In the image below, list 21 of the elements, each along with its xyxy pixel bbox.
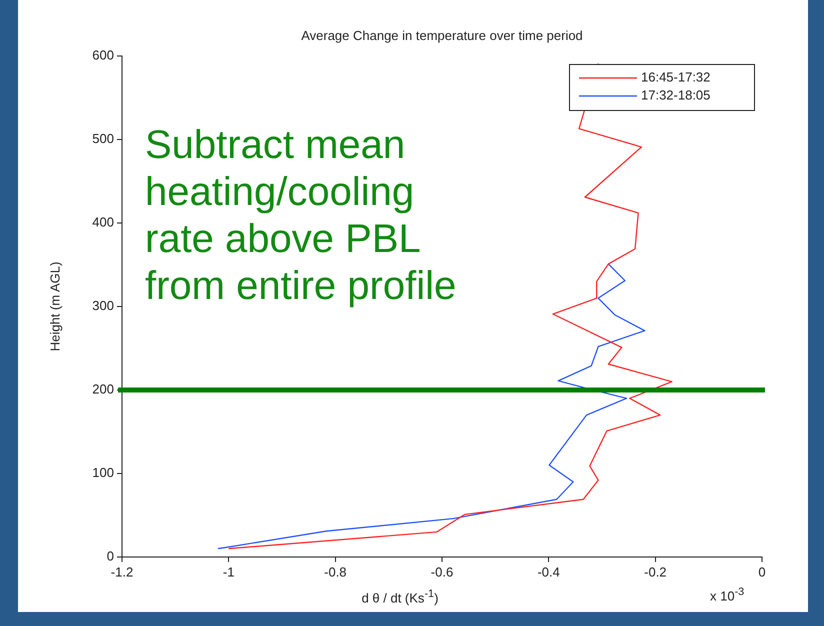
legend-label: 16:45-17:32 [641,70,710,85]
x-tick-label: -0.6 [430,564,454,580]
x-tick-label: -1 [222,564,234,580]
x-tick-label: -1.2 [110,564,134,580]
y-axis-title: Height (m AGL) [47,262,62,352]
y-tick-label: 400 [92,214,114,230]
y-tick-label: 300 [92,298,114,314]
x-tick-label: 0 [758,564,766,580]
y-tick-label: 200 [92,382,114,397]
annotation: Subtract mean heating/cooling rate above PBL from entire profile [145,122,456,310]
chart-title: Average Change in temperature over time period [301,28,583,43]
x-tick-label: -0.2 [644,564,667,580]
y-tick-label: 100 [92,465,114,480]
x-tick-label: -0.4 [537,564,560,580]
legend-label: 17:32-18:05 [641,88,710,103]
x-tick-label: -0.8 [324,564,347,580]
text: x 10$^{-3}$ [710,586,744,604]
y-tick-label: 500 [92,131,114,146]
y-tick-label: 600 [92,48,114,63]
y-tick-label: 0 [106,548,114,564]
x-axis-title: d θ / dt (Ks$^{-1}$) [362,588,438,606]
